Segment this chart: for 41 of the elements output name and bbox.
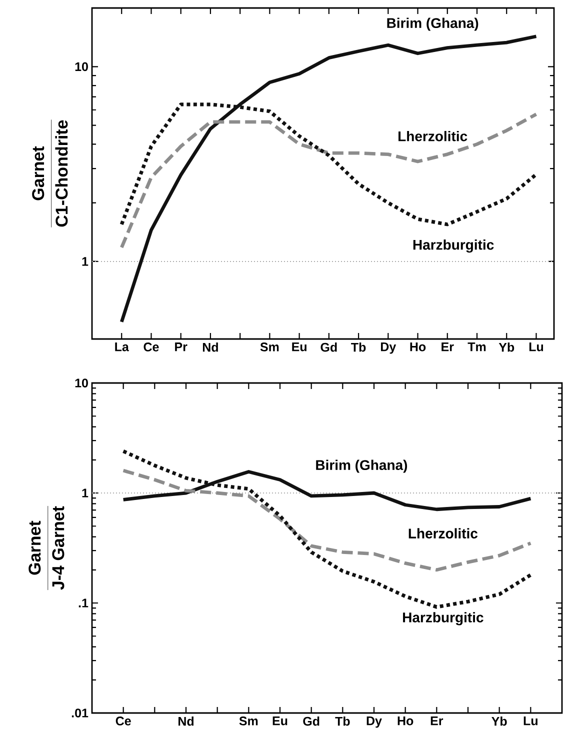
x-tick-label: Tb <box>351 342 366 352</box>
x-tick-label: Gd <box>320 342 337 352</box>
x-tick-label: Ho <box>410 342 426 352</box>
x-tick-label: Tb <box>335 716 350 726</box>
y-tick-label: 1 <box>82 257 88 266</box>
y-tick-label: 10 <box>75 62 88 72</box>
line-series <box>120 34 538 324</box>
series-label: Lherzolitic <box>408 528 478 538</box>
x-tick-label: Gd <box>303 716 320 726</box>
x-tick-label: La <box>115 342 129 352</box>
line-series <box>122 449 532 609</box>
x-tick-label: Sm <box>239 716 258 726</box>
x-tick-label: Nd <box>202 342 218 352</box>
x-tick-label: Dy <box>366 716 382 728</box>
x-tick-label: Dy <box>380 342 396 354</box>
x-tick-label: Ho <box>398 716 414 726</box>
x-tick-label: Pr <box>175 342 188 352</box>
x-tick-label: Lu <box>529 342 544 352</box>
series-label: Lherzolitic <box>398 130 468 142</box>
x-tick-label: Eu <box>292 342 306 352</box>
x-tick-label: Nd <box>178 716 194 726</box>
y-tick-label: 1 <box>82 488 88 498</box>
x-tick-label: Er <box>430 716 444 726</box>
x-tick-label: Yb <box>492 716 507 726</box>
y-tick-label: .01 <box>72 708 88 718</box>
y-axis-title: $\frac{\textbf{Garnet}}{\textbf{J-4 Garnet}}$ <box>28 506 64 590</box>
y-tick-label: .1 <box>78 598 88 608</box>
x-tick-label: Tm <box>468 342 486 352</box>
series-label: Harzburgitic <box>413 239 494 253</box>
series-label: Birim (Ghana) <box>387 18 478 31</box>
series-label: Harzburgitic <box>403 612 484 626</box>
y-axis-title: $\frac{\textbf{Garnet}}{\textbf{C1-Chondrite}}$ <box>32 120 68 228</box>
x-tick-label: Eu <box>272 716 288 726</box>
x-tick-label: Yb <box>498 342 514 352</box>
x-tick-label: Lu <box>524 716 538 726</box>
x-tick-label: Ce <box>144 342 159 352</box>
x-tick-label: Sm <box>260 342 279 352</box>
y-tick-label: 10 <box>75 378 88 388</box>
series-label: Birim (Ghana) <box>316 460 408 473</box>
x-tick-label: Er <box>442 342 454 352</box>
x-tick-label: Ce <box>116 716 131 726</box>
